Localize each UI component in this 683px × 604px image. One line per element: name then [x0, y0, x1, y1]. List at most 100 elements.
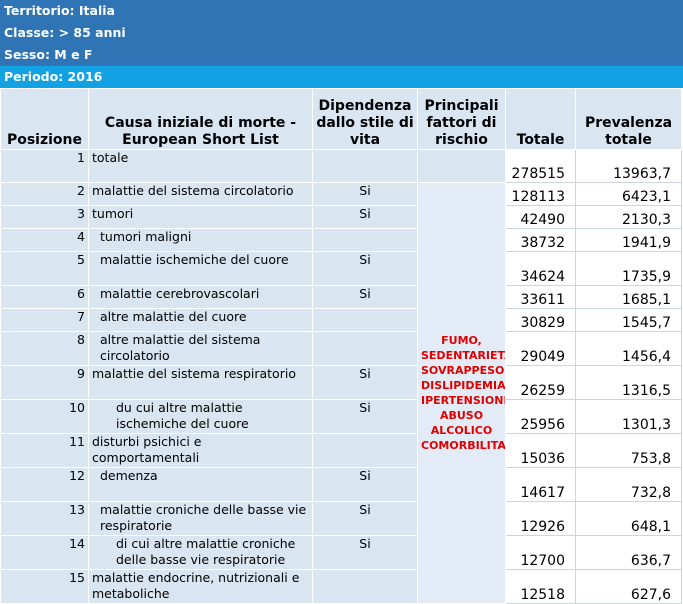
- cause: tumori: [88, 205, 313, 229]
- total: 12926: [505, 501, 576, 536]
- prevalence: 1685,1: [575, 285, 682, 309]
- cause: malattie del sistema respiratorio: [88, 365, 313, 400]
- total: 15036: [505, 433, 576, 468]
- position: 9: [0, 365, 89, 400]
- lifestyle-dependency: Si: [312, 365, 418, 400]
- position: 12: [0, 467, 89, 502]
- position: 11: [0, 433, 89, 468]
- age-class: Classe: > 85 anni: [0, 22, 683, 44]
- total: 12700: [505, 535, 576, 570]
- total: 33611: [505, 285, 576, 309]
- prevalence: 1316,5: [575, 365, 682, 400]
- position: 7: [0, 308, 89, 332]
- lifestyle-dependency: [312, 331, 418, 366]
- position: 6: [0, 285, 89, 309]
- header-row: Posizione Causa iniziale di morte - Europ…: [0, 88, 682, 150]
- row: 11 disturbi psichici e comportamentali 150…: [0, 433, 682, 468]
- row: 5 malattie ischemiche del cuore Si 34624 173…: [0, 251, 682, 286]
- lifestyle-dependency: Si: [312, 501, 418, 536]
- position: 14: [0, 535, 89, 570]
- total: 34624: [505, 251, 576, 286]
- prevalence: 636,7: [575, 535, 682, 570]
- prevalence: 648,1: [575, 501, 682, 536]
- row: 14 di cui altre malattie croniche delle b…: [0, 535, 682, 570]
- risk-factor: DISLIPIDEMIA: [421, 379, 506, 392]
- total: 25956: [505, 399, 576, 434]
- cause: di cui altre malattie croniche delle bas…: [88, 535, 313, 570]
- total: 14617: [505, 467, 576, 502]
- row: 7 altre malattie del cuore 30829 1545,7: [0, 308, 682, 332]
- lifestyle-dependency: [312, 149, 418, 183]
- territory: Territorio: Italia: [0, 0, 683, 22]
- lifestyle-dependency: Si: [312, 251, 418, 286]
- risk-factor: ALCOLICO: [430, 424, 493, 437]
- prevalence: 627,6: [575, 569, 682, 604]
- position: 13: [0, 501, 89, 536]
- column-header: Dipendenza dallo stile di vita: [312, 88, 418, 150]
- row: 6 malattie cerebrovascolari Si 33611 1685,1: [0, 285, 682, 309]
- cause: altre malattie del sistema circolatorio: [88, 331, 313, 366]
- position: 3: [0, 205, 89, 229]
- cause: du cui altre malattie ischemiche del cuo…: [88, 399, 313, 434]
- risk-factor: ABUSO: [439, 409, 484, 422]
- lifestyle-dependency: Si: [312, 182, 418, 206]
- cause: demenza: [88, 467, 313, 502]
- row: 4 tumori maligni 38732 1941,9: [0, 228, 682, 252]
- column-header: Totale: [505, 88, 576, 150]
- column-header: Posizione: [0, 88, 89, 150]
- position: 4: [0, 228, 89, 252]
- risk-factor: COMORBILITA': [421, 439, 506, 452]
- total: 12518: [505, 569, 576, 604]
- prevalence: 1735,9: [575, 251, 682, 286]
- cause: malattie ischemiche del cuore: [88, 251, 313, 286]
- lifestyle-dependency: [312, 308, 418, 332]
- total: 278515: [505, 149, 576, 183]
- lifestyle-dependency: [312, 433, 418, 468]
- cause: malattie croniche delle basse vie respir…: [88, 501, 313, 536]
- position: 2: [0, 182, 89, 206]
- lifestyle-dependency: [312, 228, 418, 252]
- lifestyle-dependency: Si: [312, 535, 418, 570]
- prevalence: 753,8: [575, 433, 682, 468]
- prevalence: 732,8: [575, 467, 682, 502]
- risk-factor: FUMO,: [441, 334, 482, 347]
- row: 9 malattie del sistema respiratorio Si 2625…: [0, 365, 682, 400]
- period: Periodo: 2016: [0, 66, 683, 88]
- row: 3 tumori Si 42490 2130,3: [0, 205, 682, 229]
- column-header: Causa iniziale di morte - European Short…: [88, 88, 313, 150]
- total: 29049: [505, 331, 576, 366]
- lifestyle-dependency: Si: [312, 285, 418, 309]
- risk-factors-empty: [417, 149, 506, 183]
- cause: malattie cerebrovascolari: [88, 285, 313, 309]
- total: 128113: [505, 182, 576, 206]
- table: Posizione Causa iniziale di morte - Europ…: [0, 88, 682, 604]
- cause: malattie endocrine, nutrizionali e metab…: [88, 569, 313, 604]
- row: 8 altre malattie del sistema circolatorio…: [0, 331, 682, 366]
- cause: malattie del sistema circolatorio: [88, 182, 313, 206]
- prevalence: 6423,1: [575, 182, 682, 206]
- position: 10: [0, 399, 89, 434]
- prevalence: 2130,3: [575, 205, 682, 229]
- total: 38732: [505, 228, 576, 252]
- row: 2 malattie del sistema circolatorio Si FUMO…: [0, 182, 682, 604]
- prevalence: 13963,7: [575, 149, 682, 183]
- cause: altre malattie del cuore: [88, 308, 313, 332]
- sex: Sesso: M e F: [0, 44, 683, 66]
- column-header: Prevalenza totale: [575, 88, 682, 150]
- row: 12 demenza Si 14617 732,8: [0, 467, 682, 502]
- prevalence: 1456,4: [575, 331, 682, 366]
- lifestyle-dependency: [312, 569, 418, 604]
- row: 1 totale 278515 13963,7: [0, 149, 682, 183]
- position: 5: [0, 251, 89, 286]
- total: 42490: [505, 205, 576, 229]
- risk-factors: FUMO, SEDENTARIETA' SOVRAPPESO DISLIPIDEMIA…: [417, 182, 506, 604]
- total: 26259: [505, 365, 576, 400]
- lifestyle-dependency: Si: [312, 467, 418, 502]
- lifestyle-dependency: Si: [312, 205, 418, 229]
- row: 10 du cui altre malattie ischemiche del c…: [0, 399, 682, 434]
- position: 8: [0, 331, 89, 366]
- risk-factor: SOVRAPPESO: [421, 364, 505, 377]
- lifestyle-dependency: Si: [312, 399, 418, 434]
- risk-factor: IPERTENSIONE: [421, 394, 506, 407]
